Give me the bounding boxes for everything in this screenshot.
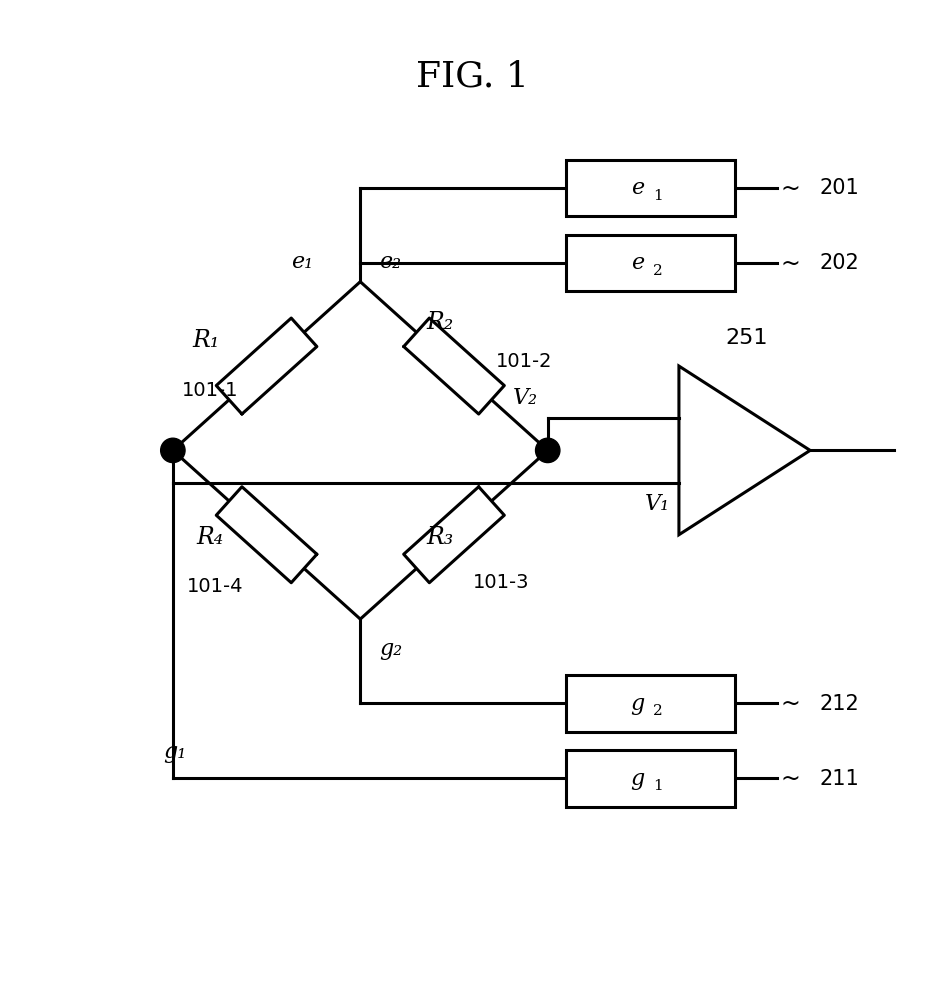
Text: 101-4: 101-4 [187,577,243,596]
Text: 201: 201 [819,178,859,198]
Text: ~: ~ [780,766,799,790]
Text: e: e [630,177,644,199]
Polygon shape [216,487,317,583]
Text: e₂: e₂ [379,251,401,273]
Text: 2: 2 [653,704,662,718]
Text: 251: 251 [726,327,768,347]
Bar [566,750,735,807]
Text: e₁: e₁ [291,251,313,273]
Text: ~: ~ [780,252,799,276]
Text: R₄: R₄ [197,526,224,549]
Polygon shape [404,318,504,414]
Text: 101-2: 101-2 [496,352,553,371]
Text: g: g [630,767,644,789]
Text: 211: 211 [819,768,859,788]
Text: g₁: g₁ [163,741,186,763]
Circle shape [535,439,559,463]
Text: R₃: R₃ [426,526,454,549]
Text: 1: 1 [653,779,662,793]
Text: e: e [630,253,644,275]
Text: g: g [630,693,644,714]
Text: FIG. 1: FIG. 1 [416,59,529,93]
Text: V₂: V₂ [513,386,538,409]
Text: 2: 2 [653,264,662,278]
Text: R₂: R₂ [426,310,454,333]
Text: 101-1: 101-1 [182,380,238,399]
Bar [566,160,735,217]
Text: ~: ~ [780,692,799,715]
Bar [566,676,735,731]
Polygon shape [216,318,317,414]
Text: 202: 202 [819,254,859,274]
Text: ~: ~ [780,176,799,200]
Text: R₁: R₁ [192,329,219,352]
Bar [566,235,735,292]
Circle shape [161,439,185,463]
Text: 212: 212 [819,694,859,713]
Text: 1: 1 [653,189,662,203]
Text: g₂: g₂ [379,638,402,660]
Text: V₁: V₁ [644,493,669,514]
Polygon shape [404,487,504,583]
Text: 101-3: 101-3 [472,572,529,591]
